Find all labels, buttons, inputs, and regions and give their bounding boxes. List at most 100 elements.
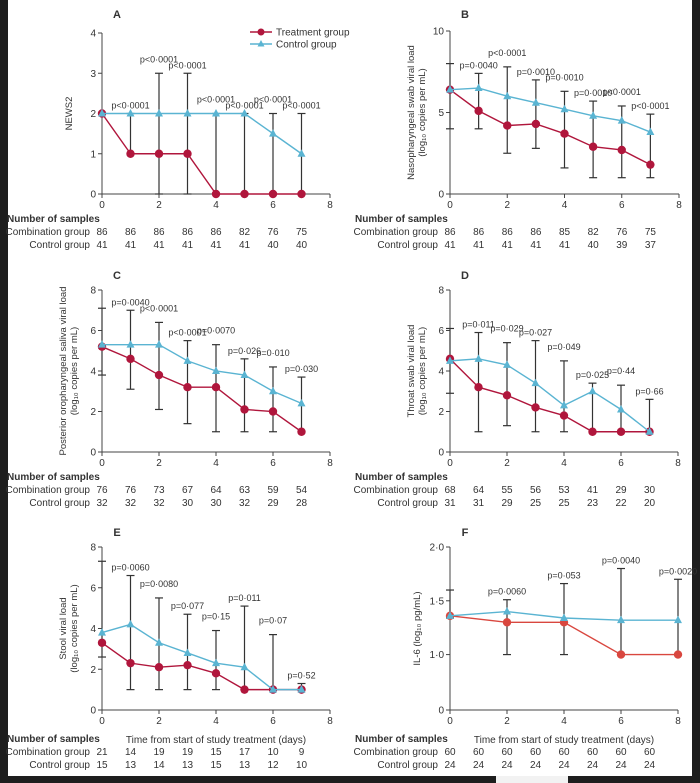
combination-sample-count: 60	[444, 747, 456, 758]
panel-label: E	[113, 527, 120, 539]
y-tick-label: 6	[438, 326, 444, 337]
control-sample-count: 28	[296, 498, 308, 509]
control-sample-count: 41	[210, 240, 222, 251]
control-sample-count: 40	[588, 240, 600, 251]
control-point	[269, 685, 277, 693]
treatment-point	[646, 160, 655, 169]
control-point	[183, 648, 192, 656]
combination-sample-count: 30	[644, 485, 656, 496]
y-tick-label: 1·0	[430, 650, 445, 661]
combination-sample-count: 75	[645, 227, 657, 238]
x-tick-label: 6	[270, 200, 276, 211]
p-value-label: p=0·15	[202, 612, 230, 622]
control-point	[240, 109, 249, 117]
y-tick-label: 5	[438, 108, 444, 119]
combination-sample-count: 60	[587, 747, 599, 758]
treatment-point	[154, 663, 164, 672]
control-point	[98, 628, 106, 636]
y-tick-label: 4	[438, 367, 444, 378]
y-tick-label: 8	[438, 286, 444, 297]
control-point	[98, 340, 106, 348]
control-sample-count: 41	[559, 240, 571, 251]
y-tick-label: 4	[90, 367, 96, 378]
p-value-label: p<0·0001	[488, 48, 526, 58]
control-point	[503, 607, 511, 615]
combination-sample-count: 86	[444, 227, 456, 238]
control-line	[102, 343, 302, 405]
combination-sample-count: 82	[588, 227, 600, 238]
y-tick-label: 4	[90, 624, 96, 635]
control-sample-count: 37	[645, 240, 657, 251]
control-sample-count: 24	[444, 760, 456, 771]
control-point	[588, 386, 597, 395]
control-sample-count: 32	[239, 498, 251, 509]
combination-sample-count: 85	[559, 227, 571, 238]
control-sample-count: 24	[501, 760, 513, 771]
treatment-point	[474, 106, 483, 116]
combination-sample-count: 86	[502, 227, 514, 238]
control-sample-count: 25	[558, 498, 570, 509]
y-axis-label: (log₁₀ copies per mL)	[69, 584, 80, 672]
combination-sample-count: 86	[96, 227, 108, 238]
control-point	[183, 356, 192, 364]
legend-treatment-label: Treatment group	[276, 28, 350, 39]
p-value-label: p=0·0070	[197, 326, 235, 336]
combination-sample-count: 19	[153, 747, 165, 758]
legend-control-marker	[257, 40, 265, 47]
combination-sample-count: 67	[182, 485, 194, 496]
x-tick-label: 2	[504, 200, 510, 211]
x-tick-label: 0	[99, 458, 105, 469]
x-axis-label: Time from start of study treatment (days…	[126, 735, 306, 746]
combination-sample-count: 60	[615, 747, 627, 758]
x-tick-label: 2	[156, 200, 162, 211]
combination-sample-count: 73	[153, 485, 165, 496]
p-value-label: p<0·0001	[282, 101, 320, 111]
control-point	[269, 386, 277, 395]
combination-sample-count: 64	[473, 485, 485, 496]
control-line	[449, 358, 650, 433]
x-tick-label: 4	[213, 458, 219, 469]
control-sample-count: 41	[239, 240, 251, 251]
y-axis-label: Stool viral load	[58, 597, 69, 659]
control-point	[474, 83, 483, 92]
control-point	[560, 104, 569, 113]
x-tick-label: 2	[156, 716, 162, 727]
y-tick-label: 2	[90, 407, 96, 418]
combination-sample-count: 55	[501, 485, 513, 496]
treatment-point	[268, 407, 278, 416]
control-group-label: Control group	[377, 498, 438, 509]
y-axis-label: Throat swab viral load	[406, 325, 417, 418]
control-point	[155, 638, 163, 646]
control-line	[102, 112, 302, 155]
control-sample-count: 30	[182, 498, 194, 509]
control-point	[212, 658, 220, 667]
combination-sample-count: 56	[530, 485, 542, 496]
y-tick-label: 4	[90, 29, 96, 40]
control-point	[446, 85, 454, 93]
control-sample-count: 13	[182, 760, 194, 771]
p-value-label: p=0·010	[256, 348, 289, 358]
legend-control-label: Control group	[276, 40, 337, 51]
p-value-label: p<0·0001	[197, 95, 235, 105]
combination-sample-count: 17	[239, 747, 251, 758]
y-tick-label: 0	[438, 706, 444, 717]
control-sample-count: 30	[210, 498, 222, 509]
combination-sample-count: 76	[125, 485, 137, 496]
p-value-label: p=0·52	[287, 671, 315, 681]
combination-sample-count: 82	[239, 227, 251, 238]
treatment-line	[449, 358, 650, 433]
combination-sample-count: 60	[530, 747, 542, 758]
control-point	[503, 91, 512, 100]
control-sample-count: 41	[530, 240, 542, 251]
control-sample-count: 12	[267, 760, 279, 771]
control-point	[297, 149, 306, 157]
figure-sheet	[8, 0, 692, 776]
treatment-point	[154, 149, 164, 158]
x-tick-label: 0	[99, 200, 105, 211]
p-value-label: p=0·0040	[111, 297, 149, 307]
combination-sample-count: 10	[267, 747, 279, 758]
p-value-label: p=0·027	[519, 328, 552, 338]
combination-sample-count: 86	[530, 227, 542, 238]
control-point	[297, 398, 306, 407]
control-point	[240, 370, 249, 379]
